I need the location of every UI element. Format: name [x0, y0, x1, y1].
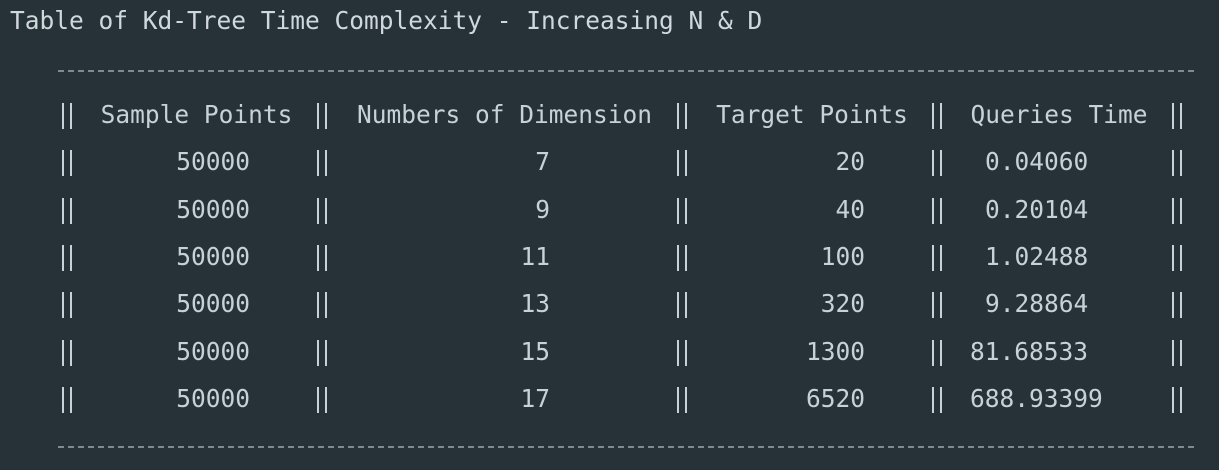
row-separator	[1168, 242, 1188, 272]
row-separator	[928, 147, 948, 177]
queries-time-cell: 81.68533	[970, 337, 1089, 366]
column-header: Sample Points	[100, 100, 293, 129]
dimension-cell: 17	[520, 384, 550, 413]
row-separator	[313, 242, 333, 272]
dimension-cell: 15	[520, 337, 550, 366]
page-title: Table of Kd-Tree Time Complexity - Incre…	[10, 6, 763, 35]
table-top-divider	[58, 70, 1194, 72]
column-header: Target Points	[716, 100, 908, 129]
row-separator	[1168, 384, 1188, 414]
sample-points-cell: 50000	[176, 242, 250, 271]
row-separator	[58, 147, 78, 177]
dimension-cell: 7	[535, 147, 550, 176]
row-separator	[58, 195, 78, 225]
header-separator	[673, 100, 693, 130]
row-separator	[1168, 289, 1188, 319]
queries-time-cell: 9.28864	[985, 289, 1089, 318]
target-points-cell: 40	[835, 195, 865, 224]
row-separator	[928, 384, 948, 414]
row-separator	[673, 242, 693, 272]
row-separator	[1168, 195, 1188, 225]
row-separator	[58, 242, 78, 272]
column-header: Numbers of Dimension	[356, 100, 652, 129]
row-separator	[58, 337, 78, 367]
row-separator	[313, 289, 333, 319]
header-separator	[928, 100, 948, 130]
row-separator	[1168, 147, 1188, 177]
sample-points-cell: 50000	[176, 289, 250, 318]
sample-points-cell: 50000	[176, 337, 250, 366]
queries-time-cell: 0.04060	[985, 147, 1089, 176]
header-separator	[58, 100, 78, 130]
row-separator	[673, 337, 693, 367]
target-points-cell: 6520	[805, 384, 865, 413]
queries-time-cell: 1.02488	[985, 242, 1089, 271]
dimension-cell: 9	[535, 195, 550, 224]
target-points-cell: 1300	[805, 337, 865, 366]
row-separator	[58, 289, 78, 319]
row-separator	[928, 289, 948, 319]
row-separator	[673, 384, 693, 414]
row-separator	[58, 384, 78, 414]
sample-points-cell: 50000	[176, 147, 250, 176]
table-bottom-divider	[58, 446, 1194, 448]
dimension-cell: 11	[520, 242, 550, 271]
row-separator	[928, 337, 948, 367]
header-separator	[313, 100, 333, 130]
header-separator	[1168, 100, 1188, 130]
row-separator	[673, 147, 693, 177]
column-header: Queries Time	[970, 100, 1148, 129]
row-separator	[313, 195, 333, 225]
target-points-cell: 20	[835, 147, 865, 176]
row-separator	[313, 337, 333, 367]
sample-points-cell: 50000	[176, 195, 250, 224]
queries-time-cell: 0.20104	[985, 195, 1089, 224]
row-separator	[313, 147, 333, 177]
target-points-cell: 320	[820, 289, 865, 318]
row-separator	[928, 242, 948, 272]
row-separator	[928, 195, 948, 225]
queries-time-cell: 688.93399	[970, 384, 1103, 413]
dimension-cell: 13	[520, 289, 550, 318]
row-separator	[1168, 337, 1188, 367]
sample-points-cell: 50000	[176, 384, 250, 413]
row-separator	[313, 384, 333, 414]
row-separator	[673, 195, 693, 225]
target-points-cell: 100	[820, 242, 865, 271]
row-separator	[673, 289, 693, 319]
